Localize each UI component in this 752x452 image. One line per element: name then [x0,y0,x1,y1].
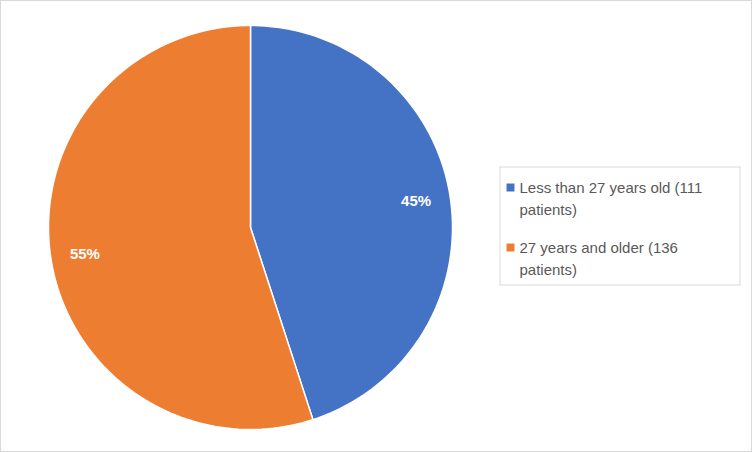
svg-text:45%: 45% [401,192,431,209]
svg-text:Less than 27 years old (111pat: Less than 27 years old (111patients) [520,179,703,218]
svg-text:27 years and older (136patient: 27 years and older (136patients) [520,239,678,278]
svg-text:55%: 55% [70,245,100,262]
